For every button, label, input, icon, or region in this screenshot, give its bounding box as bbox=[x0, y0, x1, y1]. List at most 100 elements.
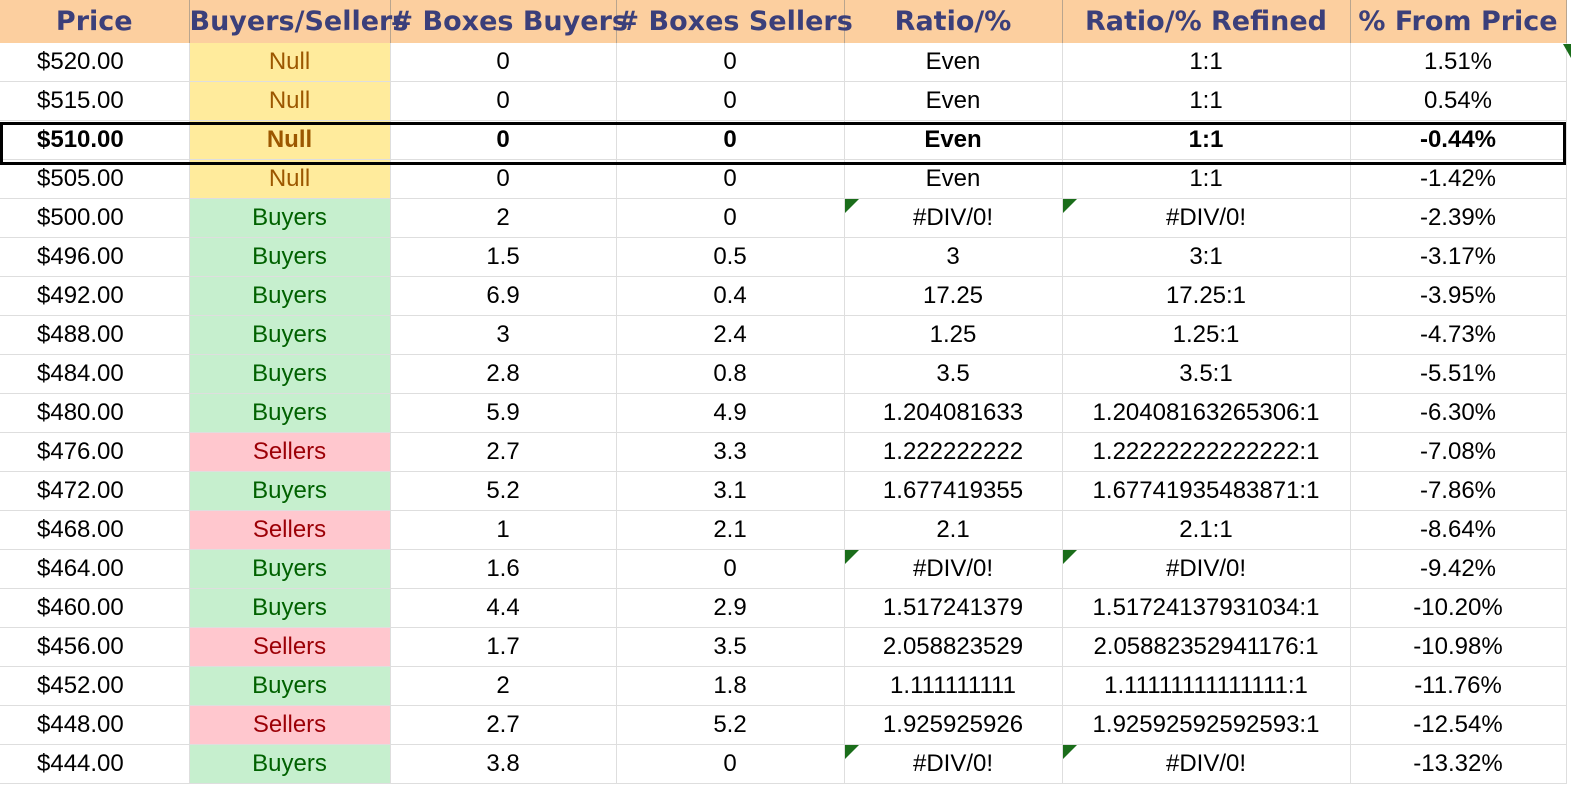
ratio-cell[interactable]: 2.1 bbox=[844, 510, 1063, 550]
boxes-buyers-cell[interactable]: 5.2 bbox=[390, 471, 617, 511]
boxes-sellers-cell[interactable]: 0 bbox=[616, 81, 845, 121]
boxes-sellers-cell[interactable]: 3.5 bbox=[616, 627, 845, 667]
from-price-cell[interactable]: -0.44% bbox=[1350, 120, 1567, 160]
price-cell[interactable]: $496.00 bbox=[0, 237, 190, 277]
price-cell[interactable]: $448.00 bbox=[0, 705, 190, 745]
header-ratio[interactable]: Ratio/% bbox=[844, 0, 1063, 43]
boxes-buyers-cell[interactable]: 1.5 bbox=[390, 237, 617, 277]
boxes-buyers-cell[interactable]: 2 bbox=[390, 666, 617, 706]
ratio-cell[interactable]: 1.677419355 bbox=[844, 471, 1063, 511]
boxes-buyers-cell[interactable]: 2.8 bbox=[390, 354, 617, 394]
from-price-cell[interactable]: 0.54% bbox=[1350, 81, 1567, 121]
side-cell[interactable]: Null bbox=[189, 43, 391, 82]
side-cell[interactable]: Buyers bbox=[189, 588, 391, 628]
ratio-cell[interactable]: 3 bbox=[844, 237, 1063, 277]
ratio-refined-cell[interactable]: 1.51724137931034:1 bbox=[1062, 588, 1351, 628]
header-buyers-sellers[interactable]: Buyers/Sellers bbox=[189, 0, 408, 43]
ratio-refined-cell[interactable]: 1:1 bbox=[1062, 120, 1351, 160]
ratio-refined-cell[interactable]: #DIV/0! bbox=[1062, 744, 1351, 784]
from-price-cell[interactable]: -8.64% bbox=[1350, 510, 1567, 550]
ratio-cell[interactable]: #DIV/0! bbox=[844, 744, 1063, 784]
price-cell[interactable]: $492.00 bbox=[0, 276, 190, 316]
ratio-refined-cell[interactable]: 1.67741935483871:1 bbox=[1062, 471, 1351, 511]
boxes-buyers-cell[interactable]: 3 bbox=[390, 315, 617, 355]
boxes-sellers-cell[interactable]: 0.4 bbox=[616, 276, 845, 316]
boxes-sellers-cell[interactable]: 1.8 bbox=[616, 666, 845, 706]
side-cell[interactable]: Null bbox=[189, 81, 391, 121]
price-cell[interactable]: $520.00 bbox=[0, 43, 190, 82]
boxes-buyers-cell[interactable]: 0 bbox=[390, 81, 617, 121]
ratio-cell[interactable]: Even bbox=[844, 159, 1063, 199]
from-price-cell[interactable]: -13.32% bbox=[1350, 744, 1567, 784]
boxes-buyers-cell[interactable]: 0 bbox=[390, 43, 617, 82]
boxes-buyers-cell[interactable]: 2 bbox=[390, 198, 617, 238]
header-boxes-sellers[interactable]: # Boxes Sellers bbox=[616, 0, 853, 43]
price-cell[interactable]: $480.00 bbox=[0, 393, 190, 433]
boxes-buyers-cell[interactable]: 1.7 bbox=[390, 627, 617, 667]
boxes-sellers-cell[interactable]: 0 bbox=[616, 120, 845, 160]
ratio-cell[interactable]: 1.25 bbox=[844, 315, 1063, 355]
price-cell[interactable]: $468.00 bbox=[0, 510, 190, 550]
ratio-refined-cell[interactable]: #DIV/0! bbox=[1062, 198, 1351, 238]
boxes-buyers-cell[interactable]: 2.7 bbox=[390, 705, 617, 745]
side-cell[interactable]: Buyers bbox=[189, 666, 391, 706]
side-cell[interactable]: Buyers bbox=[189, 315, 391, 355]
ratio-refined-cell[interactable]: 1.25:1 bbox=[1062, 315, 1351, 355]
from-price-cell[interactable]: -1.42% bbox=[1350, 159, 1567, 199]
from-price-cell[interactable]: -10.98% bbox=[1350, 627, 1567, 667]
ratio-cell[interactable]: 2.058823529 bbox=[844, 627, 1063, 667]
ratio-cell[interactable]: Even bbox=[844, 43, 1063, 82]
ratio-refined-cell[interactable]: 17.25:1 bbox=[1062, 276, 1351, 316]
ratio-cell[interactable]: Even bbox=[844, 81, 1063, 121]
boxes-sellers-cell[interactable]: 0 bbox=[616, 744, 845, 784]
header-from-price[interactable]: % From Price bbox=[1350, 0, 1567, 43]
price-cell[interactable]: $476.00 bbox=[0, 432, 190, 472]
side-cell[interactable]: Buyers bbox=[189, 198, 391, 238]
price-cell[interactable]: $488.00 bbox=[0, 315, 190, 355]
ratio-cell[interactable]: 1.111111111 bbox=[844, 666, 1063, 706]
boxes-sellers-cell[interactable]: 4.9 bbox=[616, 393, 845, 433]
from-price-cell[interactable]: -3.95% bbox=[1350, 276, 1567, 316]
boxes-buyers-cell[interactable]: 3.8 bbox=[390, 744, 617, 784]
ratio-refined-cell[interactable]: 2.05882352941176:1 bbox=[1062, 627, 1351, 667]
side-cell[interactable]: Sellers bbox=[189, 627, 391, 667]
boxes-sellers-cell[interactable]: 0 bbox=[616, 159, 845, 199]
side-cell[interactable]: Sellers bbox=[189, 705, 391, 745]
from-price-cell[interactable]: -7.86% bbox=[1350, 471, 1567, 511]
from-price-cell[interactable]: -6.30% bbox=[1350, 393, 1567, 433]
header-boxes-buyers[interactable]: # Boxes Buyers bbox=[390, 0, 628, 43]
ratio-refined-cell[interactable]: #DIV/0! bbox=[1062, 549, 1351, 589]
ratio-refined-cell[interactable]: 1.20408163265306:1 bbox=[1062, 393, 1351, 433]
price-cell[interactable]: $515.00 bbox=[0, 81, 190, 121]
boxes-sellers-cell[interactable]: 0 bbox=[616, 198, 845, 238]
boxes-buyers-cell[interactable]: 1.6 bbox=[390, 549, 617, 589]
price-cell[interactable]: $456.00 bbox=[0, 627, 190, 667]
ratio-refined-cell[interactable]: 1:1 bbox=[1062, 159, 1351, 199]
side-cell[interactable]: Null bbox=[189, 120, 391, 160]
ratio-cell[interactable]: 1.925925926 bbox=[844, 705, 1063, 745]
ratio-refined-cell[interactable]: 1.92592592592593:1 bbox=[1062, 705, 1351, 745]
price-cell[interactable]: $452.00 bbox=[0, 666, 190, 706]
boxes-sellers-cell[interactable]: 0.5 bbox=[616, 237, 845, 277]
from-price-cell[interactable]: -5.51% bbox=[1350, 354, 1567, 394]
ratio-refined-cell[interactable]: 2.1:1 bbox=[1062, 510, 1351, 550]
side-cell[interactable]: Buyers bbox=[189, 744, 391, 784]
from-price-cell[interactable]: -9.42% bbox=[1350, 549, 1567, 589]
boxes-sellers-cell[interactable]: 3.3 bbox=[616, 432, 845, 472]
from-price-cell[interactable]: 1.51% bbox=[1350, 43, 1567, 82]
side-cell[interactable]: Sellers bbox=[189, 432, 391, 472]
side-cell[interactable]: Buyers bbox=[189, 471, 391, 511]
ratio-cell[interactable]: 1.222222222 bbox=[844, 432, 1063, 472]
from-price-cell[interactable]: -3.17% bbox=[1350, 237, 1567, 277]
header-price[interactable]: Price bbox=[0, 0, 190, 43]
boxes-buyers-cell[interactable]: 0 bbox=[390, 120, 617, 160]
from-price-cell[interactable]: -10.20% bbox=[1350, 588, 1567, 628]
boxes-sellers-cell[interactable]: 0 bbox=[616, 43, 845, 82]
price-cell[interactable]: $472.00 bbox=[0, 471, 190, 511]
boxes-sellers-cell[interactable]: 5.2 bbox=[616, 705, 845, 745]
price-cell[interactable]: $510.00 bbox=[0, 120, 190, 160]
boxes-buyers-cell[interactable]: 4.4 bbox=[390, 588, 617, 628]
price-cell[interactable]: $460.00 bbox=[0, 588, 190, 628]
price-cell[interactable]: $464.00 bbox=[0, 549, 190, 589]
from-price-cell[interactable]: -2.39% bbox=[1350, 198, 1567, 238]
